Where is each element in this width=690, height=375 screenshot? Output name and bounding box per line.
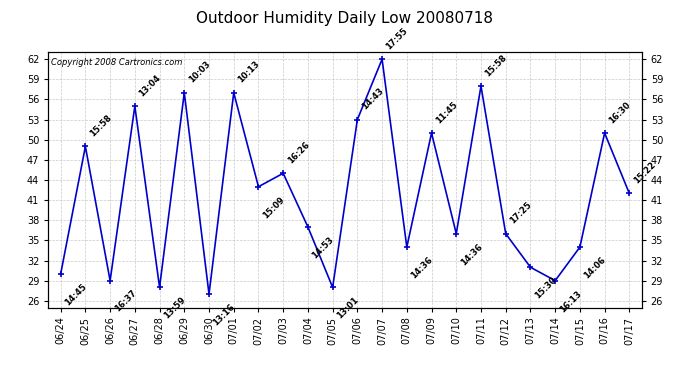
Text: 16:37: 16:37 <box>112 289 138 314</box>
Text: 14:53: 14:53 <box>310 235 335 260</box>
Text: 11:45: 11:45 <box>434 100 460 125</box>
Text: 16:13: 16:13 <box>558 289 583 314</box>
Text: 16:30: 16:30 <box>607 100 632 125</box>
Text: Copyright 2008 Cartronics.com: Copyright 2008 Cartronics.com <box>51 58 183 67</box>
Text: 15:58: 15:58 <box>88 113 113 138</box>
Text: 13:16: 13:16 <box>211 302 237 327</box>
Text: 14:43: 14:43 <box>360 86 385 111</box>
Text: 14:36: 14:36 <box>409 255 435 280</box>
Text: 13:01: 13:01 <box>335 296 360 321</box>
Text: 14:36: 14:36 <box>459 242 484 267</box>
Text: 15:58: 15:58 <box>484 53 509 78</box>
Text: 10:13: 10:13 <box>236 60 262 85</box>
Text: Outdoor Humidity Daily Low 20080718: Outdoor Humidity Daily Low 20080718 <box>197 11 493 26</box>
Text: 13:04: 13:04 <box>137 73 163 98</box>
Text: 10:03: 10:03 <box>187 60 212 85</box>
Text: 13:59: 13:59 <box>162 296 187 321</box>
Text: 17:25: 17:25 <box>508 200 533 226</box>
Text: 15:30: 15:30 <box>533 275 558 300</box>
Text: 16:26: 16:26 <box>286 140 311 165</box>
Text: 17:55: 17:55 <box>384 26 410 51</box>
Text: 14:45: 14:45 <box>63 282 88 308</box>
Text: 14:06: 14:06 <box>582 255 608 280</box>
Text: 15:09: 15:09 <box>261 195 286 220</box>
Text: 15:22: 15:22 <box>632 160 657 185</box>
